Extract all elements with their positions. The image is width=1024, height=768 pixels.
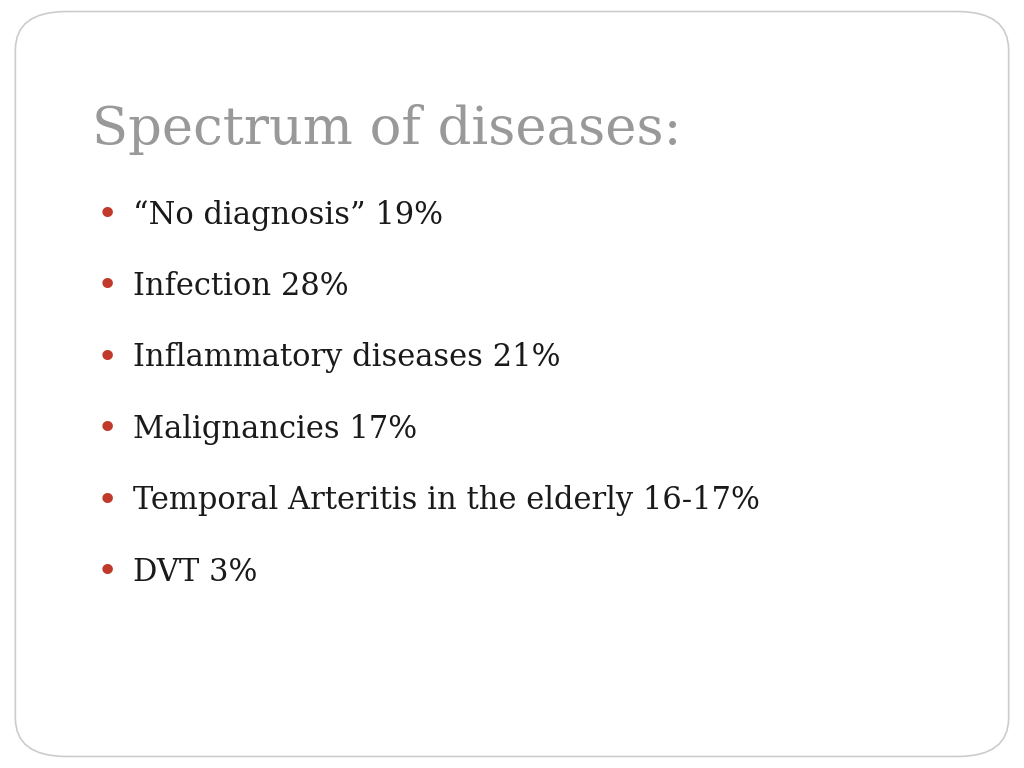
Text: Malignancies 17%: Malignancies 17% bbox=[133, 414, 417, 445]
FancyBboxPatch shape bbox=[15, 12, 1009, 756]
Text: •: • bbox=[97, 198, 118, 232]
Text: Temporal Arteritis in the elderly 16-17%: Temporal Arteritis in the elderly 16-17% bbox=[133, 485, 760, 516]
Text: DVT 3%: DVT 3% bbox=[133, 557, 257, 588]
Text: •: • bbox=[97, 412, 118, 446]
Text: Spectrum of diseases:: Spectrum of diseases: bbox=[92, 104, 682, 154]
Text: •: • bbox=[97, 341, 118, 375]
Text: Inflammatory diseases 21%: Inflammatory diseases 21% bbox=[133, 343, 560, 373]
Text: •: • bbox=[97, 270, 118, 303]
Text: Infection 28%: Infection 28% bbox=[133, 271, 349, 302]
Text: •: • bbox=[97, 484, 118, 518]
Text: “No diagnosis” 19%: “No diagnosis” 19% bbox=[133, 200, 443, 230]
Text: •: • bbox=[97, 555, 118, 589]
